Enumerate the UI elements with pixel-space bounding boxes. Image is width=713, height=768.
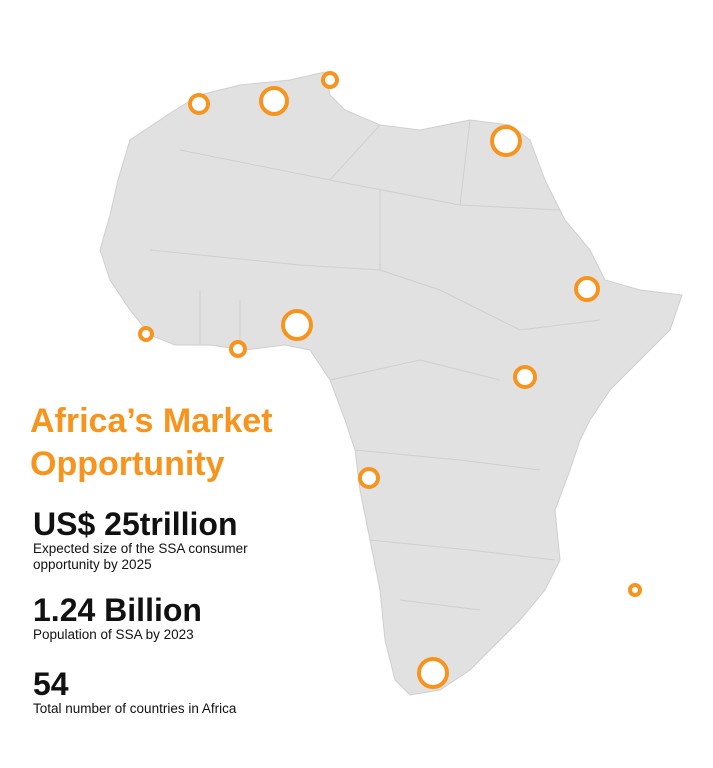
stat-label: Expected size of the SSA consumer opport… bbox=[33, 541, 248, 572]
stat: US$ 25trillion Expected size of the SSA … bbox=[33, 507, 293, 573]
title: Africa’s Market Opportunity bbox=[30, 402, 273, 483]
continent bbox=[99, 71, 683, 696]
marker bbox=[490, 125, 522, 157]
marker bbox=[321, 71, 339, 89]
location-markers bbox=[138, 71, 642, 689]
stat-label: Total number of countries in Africa bbox=[33, 701, 237, 716]
marker bbox=[417, 657, 449, 689]
marker bbox=[574, 276, 600, 302]
stat: 54 Total number of countries in Africa bbox=[33, 667, 293, 717]
stat-value: 54 bbox=[33, 666, 69, 702]
marker bbox=[138, 326, 154, 342]
marker bbox=[229, 340, 247, 358]
marker bbox=[259, 86, 289, 116]
marker bbox=[628, 583, 642, 597]
marker bbox=[281, 309, 313, 341]
marker bbox=[358, 467, 380, 489]
stat-value: 1.24 Billion bbox=[33, 592, 202, 628]
marker bbox=[188, 93, 210, 115]
stat-value: US$ 25trillion bbox=[33, 506, 238, 542]
stat: 1.24 Billion Population of SSA by 2023 bbox=[33, 593, 293, 643]
stat-label: Population of SSA by 2023 bbox=[33, 627, 194, 642]
marker bbox=[513, 365, 537, 389]
